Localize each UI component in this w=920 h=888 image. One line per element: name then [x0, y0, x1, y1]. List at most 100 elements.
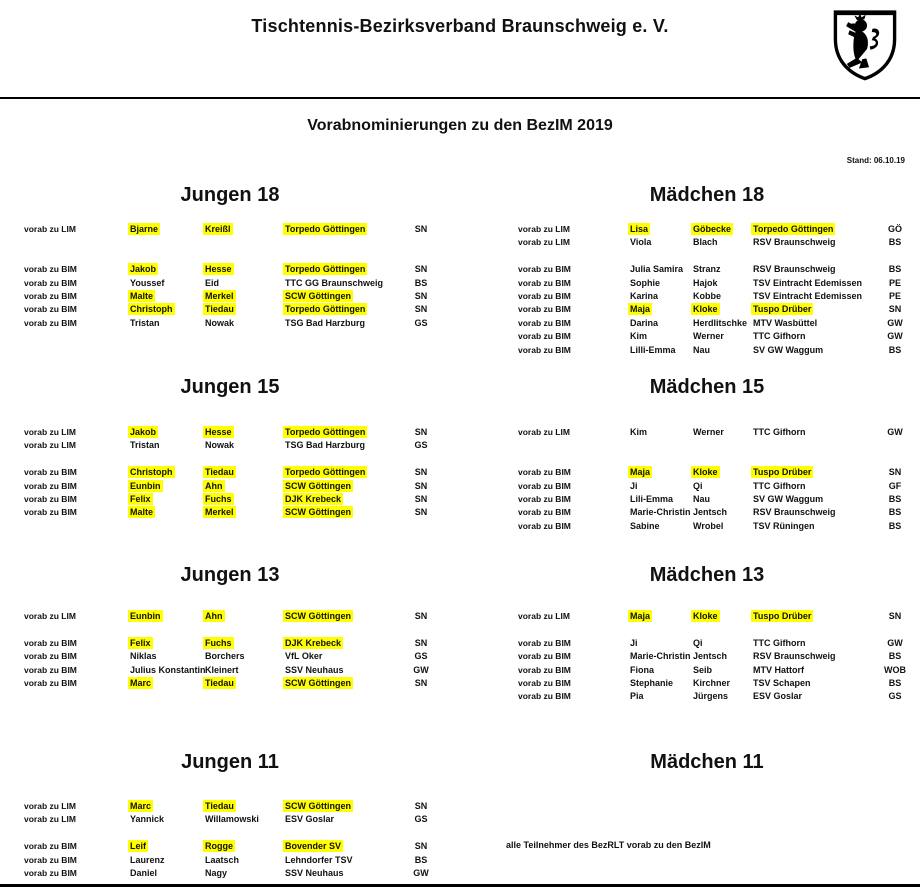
district-code: SN [888, 304, 902, 315]
district-code: BS [888, 344, 902, 355]
table-row: vorab zu BIM Sabine Wrobel TSV Rüningen … [460, 520, 920, 533]
section-title: Mädchen 11 [650, 751, 764, 773]
row-label: vorab zu BIM [518, 507, 571, 518]
club-name: TSV Schapen [753, 677, 811, 688]
row-label: vorab zu BIM [518, 290, 571, 301]
club-name: SV GW Waggum [753, 344, 824, 355]
first-name: Bjarne [128, 223, 161, 235]
row-label: vorab zu BIM [518, 520, 571, 531]
club-name: TSG Bad Harzburg [285, 440, 366, 451]
row-label: vorab zu LIM [518, 224, 570, 234]
last-name: Kobbe [693, 290, 721, 301]
last-name: Tiedau [203, 303, 236, 316]
org-title: Tischtennis-Bezirksverband Braunschweig … [251, 16, 669, 36]
spacer [460, 439, 920, 466]
row-label: vorab zu BIM [24, 664, 77, 675]
district-code: SN [414, 507, 428, 518]
last-name: Nowak [205, 317, 235, 328]
table-row: vorab zu BIM Julius Konstantin Kleinert … [0, 664, 460, 677]
table-row: vorab zu BIM Laurenz Laatsch Lehndorfer … [0, 854, 460, 867]
table-row: vorab zu BIM Jakob Hesse Torpedo Götting… [0, 263, 460, 276]
club-name: TSG Bad Harzburg [285, 317, 366, 328]
row-label: vorab zu BIM [518, 691, 571, 702]
table-row: vorab zu LIM Kim Werner TTC Gifhorn GW [460, 426, 920, 439]
row-label: vorab zu BIM [518, 264, 571, 275]
spacer [460, 250, 920, 263]
first-name: Sabine [630, 520, 660, 531]
district-code: SN [414, 480, 428, 491]
club-name: SSV Neuhaus [285, 867, 344, 878]
row-label: vorab zu LIM [24, 611, 76, 621]
nomination-table: alle Teilnehmer des BezRLT vorab zu den … [460, 800, 920, 854]
last-name: Ahn [203, 610, 225, 622]
club-name: RSV Braunschweig [753, 507, 836, 518]
district-code: BS [888, 507, 902, 518]
last-name: Göbecke [691, 223, 734, 235]
first-name: Kim [630, 427, 648, 437]
table-row: vorab zu BIM Lili-Emma Nau SV GW Waggum … [460, 493, 920, 506]
first-name: Youssef [130, 277, 165, 288]
table-row: vorab zu LIM Tristan Nowak TSG Bad Harzb… [0, 439, 460, 452]
last-name: Kloke [691, 610, 720, 622]
row-label: vorab zu BIM [24, 304, 77, 315]
first-name: Daniel [130, 867, 158, 878]
table-row: vorab zu BIM Tristan Nowak TSG Bad Harzb… [0, 317, 460, 330]
row-label: vorab zu BIM [24, 480, 77, 491]
district-code: GW [413, 867, 429, 878]
last-name: Borchers [205, 651, 245, 662]
last-name: Merkel [203, 289, 236, 302]
first-name: Julius Konstantin [130, 664, 206, 675]
table-row: vorab zu BIM Felix Fuchs DJK Krebeck SN [0, 636, 460, 650]
district-code: WOB [884, 664, 906, 675]
table-row: vorab zu LIM Bjarne Kreißl Torpedo Götti… [0, 223, 460, 236]
district-code: GF [888, 480, 902, 491]
last-name: Nagy [205, 867, 228, 878]
last-name: Blach [693, 237, 718, 248]
district-code: SN [414, 801, 428, 811]
row-label: vorab zu BIM [24, 467, 77, 478]
table-row: vorab zu LIM Jakob Hesse Torpedo Götting… [0, 426, 460, 439]
district-code: BS [888, 237, 902, 248]
club-name: RSV Braunschweig [753, 264, 836, 275]
table-row: vorab zu BIM Leif Rogge Bovender SV SN [0, 840, 460, 853]
spacer [0, 236, 460, 263]
club-name: TTC Gifhorn [753, 427, 806, 437]
row-label: vorab zu BIM [24, 637, 77, 648]
club-name: SCW Göttingen [283, 506, 353, 519]
table-row: vorab zu BIM Niklas Borchers VfL Oker GS [0, 650, 460, 663]
club-name: SCW Göttingen [283, 479, 353, 492]
last-name: Tiedau [203, 800, 236, 812]
table-row: vorab zu BIM Ji Qi TTC Gifhorn GW [460, 637, 920, 650]
row-label: vorab zu BIM [24, 507, 77, 518]
last-name: Merkel [203, 506, 236, 519]
district-code: PE [888, 277, 901, 288]
last-name: Nau [693, 493, 711, 504]
row-label: vorab zu BIM [24, 317, 77, 328]
row-label: vorab zu LIM [24, 224, 76, 234]
table-row: vorab zu BIM Julia Samira Stranz RSV Bra… [460, 263, 920, 276]
row-label: vorab zu BIM [518, 304, 571, 315]
first-name: Maja [628, 466, 653, 479]
last-name: Fuchs [203, 492, 234, 505]
district-code: SN [414, 264, 428, 275]
nomination-table: vorab zu LIM Jakob Hesse Torpedo Götting… [0, 426, 460, 520]
club-name: Bovender SV [283, 840, 344, 853]
last-name: Jentsch [693, 507, 728, 518]
row-label: vorab zu BIM [518, 467, 571, 478]
table-row: vorab zu LIM Lisa Göbecke Torpedo Göttin… [460, 223, 920, 236]
row-label: vorab zu BIM [24, 854, 77, 865]
section-maedchen-15: Mädchen 15 vorab zu LIM Kim Werner TTC G… [460, 374, 920, 533]
row-label: vorab zu BIM [518, 331, 571, 342]
district-code: SN [888, 467, 902, 478]
club-name: DJK Krebeck [283, 492, 344, 505]
club-name: DJK Krebeck [283, 636, 344, 649]
first-name: Lili-Emma [630, 493, 674, 504]
first-name: Sophie [630, 277, 661, 288]
table-row: vorab zu BIM Eunbin Ahn SCW Göttingen SN [0, 479, 460, 493]
club-name: TTC Gifhorn [753, 331, 806, 342]
nomination-table: vorab zu LIM Bjarne Kreißl Torpedo Götti… [0, 223, 460, 330]
last-name: Kreißl [203, 223, 233, 235]
first-name: Fiona [630, 664, 654, 675]
last-name: Nau [693, 344, 711, 355]
